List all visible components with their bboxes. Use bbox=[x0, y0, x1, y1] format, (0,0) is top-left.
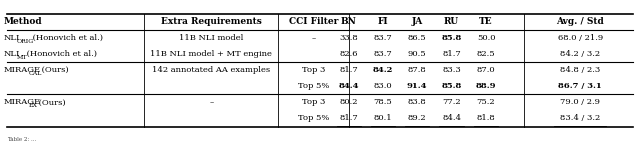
Text: EX: EX bbox=[29, 103, 38, 108]
Text: 85.8: 85.8 bbox=[442, 82, 461, 90]
Text: CAL: CAL bbox=[29, 71, 42, 76]
Text: 79.0 / 2.9: 79.0 / 2.9 bbox=[560, 98, 600, 106]
Text: TE: TE bbox=[479, 17, 493, 26]
Text: 68.0 / 21.9: 68.0 / 21.9 bbox=[557, 34, 603, 42]
Text: 11B NLI model + MT engine: 11B NLI model + MT engine bbox=[150, 50, 273, 58]
Text: MT: MT bbox=[17, 55, 27, 60]
Text: RU: RU bbox=[444, 17, 459, 26]
Text: 81.7: 81.7 bbox=[442, 50, 461, 58]
Text: Top 5%: Top 5% bbox=[298, 114, 330, 122]
Text: –: – bbox=[312, 34, 316, 42]
Text: (Honovich et al.): (Honovich et al.) bbox=[29, 34, 103, 42]
Text: Top 5%: Top 5% bbox=[298, 82, 330, 90]
Text: 87.8: 87.8 bbox=[408, 66, 426, 74]
Text: 33.8: 33.8 bbox=[339, 34, 358, 42]
Text: 83.0: 83.0 bbox=[373, 82, 392, 90]
Text: 75.2: 75.2 bbox=[477, 98, 495, 106]
Text: –: – bbox=[209, 98, 214, 106]
Text: MIRAGE: MIRAGE bbox=[4, 66, 41, 74]
Text: Method: Method bbox=[4, 17, 42, 26]
Text: 82.6: 82.6 bbox=[339, 50, 358, 58]
Text: Table 2: ...: Table 2: ... bbox=[7, 137, 36, 142]
Text: 88.9: 88.9 bbox=[476, 82, 496, 90]
Text: JA: JA bbox=[412, 17, 422, 26]
Text: 85.8: 85.8 bbox=[442, 34, 461, 42]
Text: 82.5: 82.5 bbox=[477, 50, 495, 58]
Text: 87.0: 87.0 bbox=[477, 66, 495, 74]
Text: Top 3: Top 3 bbox=[302, 98, 325, 106]
Text: 83.8: 83.8 bbox=[408, 98, 426, 106]
Text: 84.4: 84.4 bbox=[339, 82, 359, 90]
Text: 142 annotated AA examples: 142 annotated AA examples bbox=[152, 66, 271, 74]
Text: 84.8 / 2.3: 84.8 / 2.3 bbox=[560, 66, 600, 74]
Text: 84.4: 84.4 bbox=[442, 114, 461, 122]
Text: (Honovich et al.): (Honovich et al.) bbox=[24, 50, 97, 58]
Text: (Ours): (Ours) bbox=[36, 98, 66, 106]
Text: MIRAGE: MIRAGE bbox=[4, 98, 41, 106]
Text: 91.4: 91.4 bbox=[407, 82, 428, 90]
Text: 84.2 / 3.2: 84.2 / 3.2 bbox=[560, 50, 600, 58]
Text: 81.7: 81.7 bbox=[339, 114, 358, 122]
Text: 89.2: 89.2 bbox=[408, 114, 426, 122]
Text: 11B NLI model: 11B NLI model bbox=[179, 34, 244, 42]
Text: 83.7: 83.7 bbox=[373, 50, 392, 58]
Text: 90.5: 90.5 bbox=[408, 50, 426, 58]
Text: 77.2: 77.2 bbox=[442, 98, 461, 106]
Text: NLI: NLI bbox=[4, 50, 20, 58]
Text: 86.5: 86.5 bbox=[408, 34, 426, 42]
Text: Top 3: Top 3 bbox=[302, 66, 325, 74]
Text: CCI Filter: CCI Filter bbox=[289, 17, 339, 26]
Text: 83.3: 83.3 bbox=[442, 66, 461, 74]
Text: 83.4 / 3.2: 83.4 / 3.2 bbox=[560, 114, 600, 122]
Text: 80.2: 80.2 bbox=[339, 98, 358, 106]
Text: Avg. / Std: Avg. / Std bbox=[556, 17, 604, 26]
Text: (Ours): (Ours) bbox=[39, 66, 69, 74]
Text: FI: FI bbox=[377, 17, 388, 26]
Text: Extra Requirements: Extra Requirements bbox=[161, 17, 262, 26]
Text: 84.2: 84.2 bbox=[372, 66, 393, 74]
Text: NLI: NLI bbox=[4, 34, 20, 42]
Text: 81.7: 81.7 bbox=[339, 66, 358, 74]
Text: 50.0: 50.0 bbox=[477, 34, 495, 42]
Text: 86.7 / 3.1: 86.7 / 3.1 bbox=[558, 82, 602, 90]
Text: ORIG: ORIG bbox=[17, 39, 33, 44]
Text: 78.5: 78.5 bbox=[373, 98, 392, 106]
Text: 81.8: 81.8 bbox=[477, 114, 495, 122]
Text: BN: BN bbox=[341, 17, 356, 26]
Text: 80.1: 80.1 bbox=[373, 114, 392, 122]
Text: 83.7: 83.7 bbox=[373, 34, 392, 42]
